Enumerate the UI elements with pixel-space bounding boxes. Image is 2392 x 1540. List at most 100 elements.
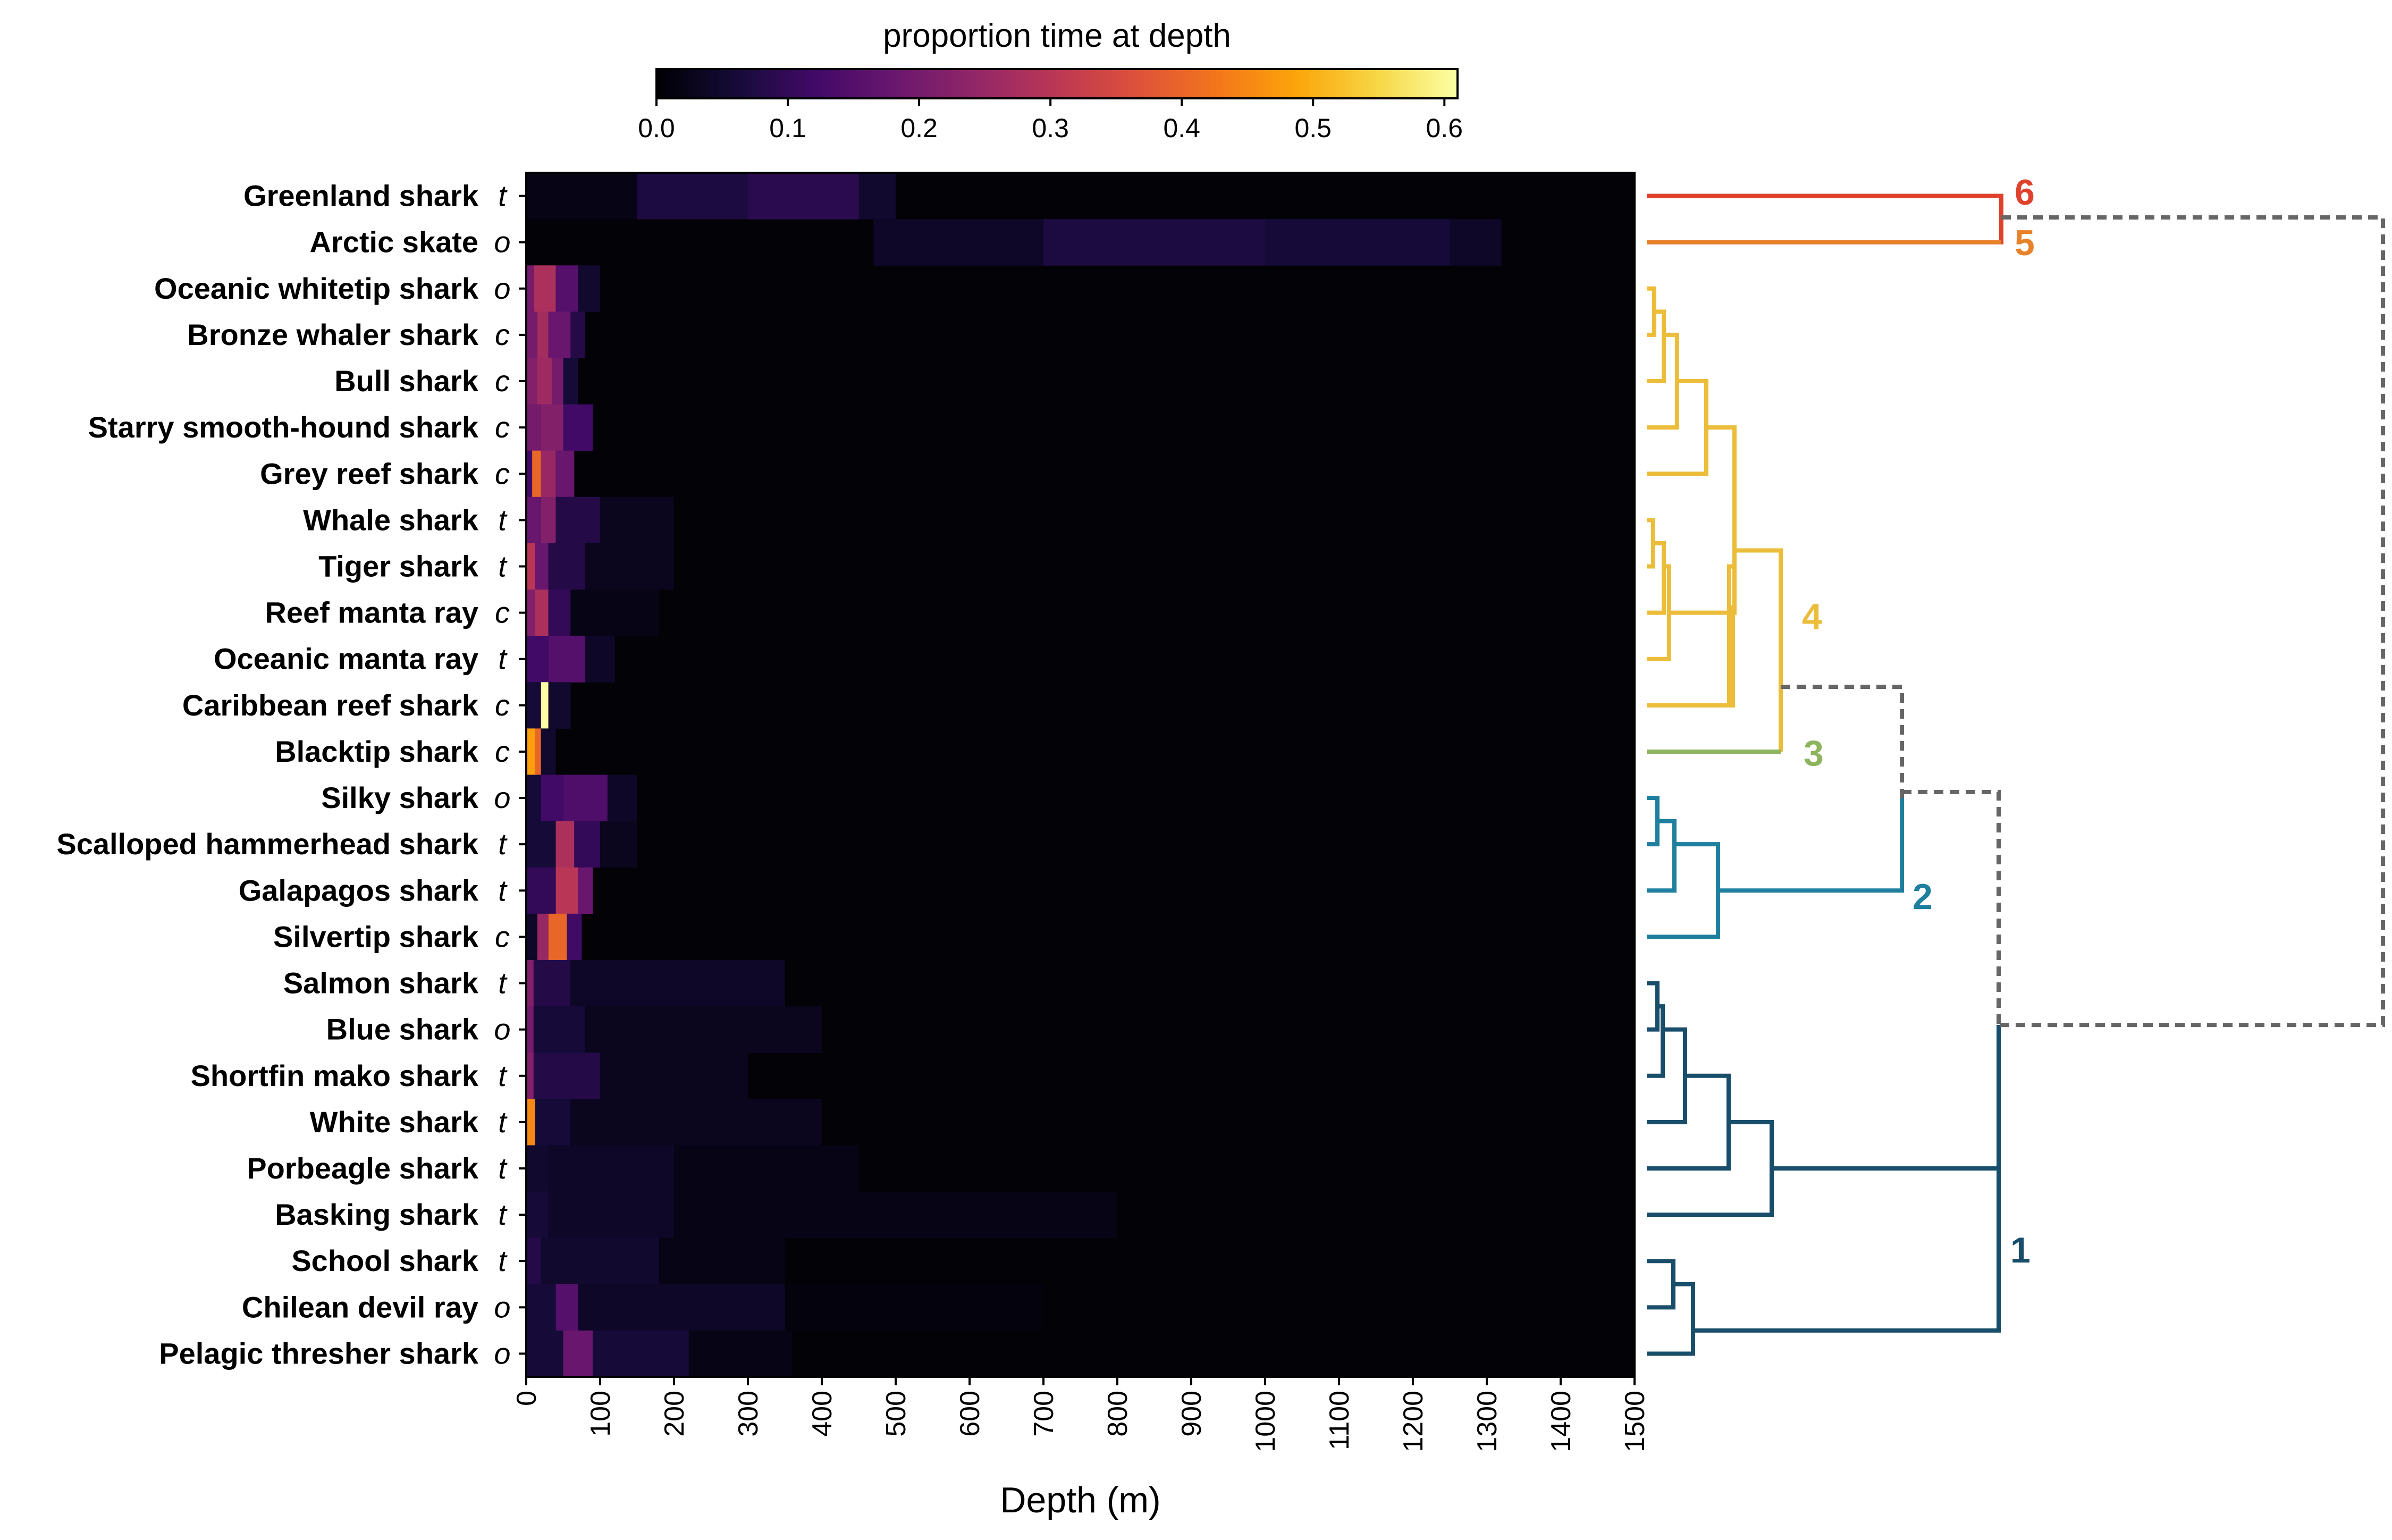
row-label-habitat: t <box>498 873 508 907</box>
heatmap-cell <box>563 358 578 405</box>
row-label-habitat: c <box>495 920 510 953</box>
x-tick-label: 500 <box>881 1391 912 1437</box>
row-labels: Greenland shark t Arctic skate o Oceanic whi… <box>56 179 526 1370</box>
x-tick-label: 1400 <box>1546 1391 1577 1452</box>
row-label-habitat: t <box>498 1151 508 1185</box>
heatmap-cell <box>567 913 582 961</box>
row-label-habitat: t <box>498 1105 508 1139</box>
colorbar-title: proportion time at depth <box>883 18 1231 54</box>
dendrogram-link <box>1669 425 1737 615</box>
row-label-habitat: o <box>494 225 510 259</box>
dendrogram-link <box>1999 215 2385 1027</box>
heatmap-cell <box>548 1191 674 1239</box>
heatmap-cell <box>526 1145 549 1192</box>
dendrogram <box>1647 193 2385 1356</box>
heatmap-cell <box>537 913 549 961</box>
heatmap-cell <box>533 265 556 312</box>
dendrogram-link <box>1647 1282 1695 1356</box>
row-label-species: Reef manta ray <box>265 596 478 629</box>
heatmap-cell <box>526 1238 541 1285</box>
heatmap-cell <box>637 173 748 220</box>
heatmap-cell <box>578 1284 785 1331</box>
row-label-habitat: t <box>498 642 508 676</box>
x-tick-label: 0 <box>511 1391 542 1406</box>
x-tick-label: 300 <box>733 1391 764 1437</box>
row-label-species: Silky shark <box>321 781 479 814</box>
dendrogram-link <box>1693 1166 2001 1333</box>
row-label-habitat: t <box>498 1244 508 1277</box>
heatmap-cell <box>1043 219 1265 266</box>
row-label-habitat: t <box>498 1198 508 1231</box>
heatmap-cell <box>526 1330 563 1377</box>
heatmap-cell <box>541 682 549 729</box>
heatmap-cell <box>548 590 571 636</box>
row-label-species: Grey reef shark <box>260 457 479 490</box>
heatmap-cell <box>555 867 578 914</box>
heatmap-cell <box>535 728 541 775</box>
heatmap-cell <box>533 1053 600 1099</box>
dendrogram-link <box>1647 796 1660 847</box>
row-label-species: Starry smooth-hound shark <box>88 410 479 444</box>
heatmap-cell <box>555 496 600 544</box>
dendrogram-link <box>1647 541 1666 615</box>
heatmap-cell <box>873 219 1043 266</box>
cluster-label: 6 <box>2015 172 2035 213</box>
dendrogram-link <box>1647 819 1677 893</box>
heatmap-cell <box>535 590 549 636</box>
x-tick-label: 100 <box>585 1391 616 1437</box>
x-tick-label: 700 <box>1029 1391 1059 1437</box>
heatmap-cell <box>555 821 575 868</box>
colorbar-tick-label: 0.3 <box>1032 113 1069 143</box>
row-label-species: Blue shark <box>326 1013 479 1046</box>
heatmap-cell <box>858 173 896 220</box>
x-tick-label: 1300 <box>1472 1391 1503 1452</box>
row-label-habitat: o <box>494 1013 510 1046</box>
dendrogram-link <box>1781 685 1904 798</box>
heatmap-cell <box>526 636 549 683</box>
heatmap-cell <box>548 913 567 961</box>
heatmap-cell <box>674 1191 1117 1239</box>
row-label-species: Shortfin mako shark <box>191 1059 479 1092</box>
heatmap-cell <box>563 775 608 822</box>
heatmap-cell <box>535 543 549 590</box>
row-label-habitat: c <box>495 364 510 398</box>
colorbar: proportion time at depth 0.0 0.1 0.2 0.3 0.4… <box>638 18 1463 143</box>
heatmap-cells <box>526 173 1502 1377</box>
heatmap-cell <box>526 1006 534 1053</box>
heatmap-cell <box>593 1330 689 1377</box>
colorbar-tick-label: 0.2 <box>900 113 938 143</box>
heatmap-cell <box>526 913 537 961</box>
row-label-species: Pelagic thresher shark <box>159 1336 479 1370</box>
heatmap-cell <box>600 496 674 544</box>
heatmap-cell <box>526 960 534 1007</box>
row-label-species: Bull shark <box>334 364 479 398</box>
heatmap-cell <box>526 358 537 405</box>
row-label-habitat: c <box>495 596 510 629</box>
dendrogram-link <box>1647 193 2003 245</box>
row-label-species: Basking shark <box>275 1198 479 1231</box>
row-label-species: Galapagos shark <box>239 873 479 907</box>
heatmap-cell <box>526 867 556 914</box>
heatmap-cell <box>526 821 556 868</box>
x-tick-label: 900 <box>1176 1391 1207 1437</box>
dendrogram-link <box>1902 790 2001 1025</box>
heatmap-cell <box>548 682 571 729</box>
dendrogram-link <box>1718 798 1904 893</box>
heatmap-cell <box>748 173 859 220</box>
dendrogram-link <box>1729 605 1735 708</box>
row-label-species: Whale shark <box>303 503 479 536</box>
row-label-habitat: t <box>498 503 508 536</box>
row-label-species: Chilean devil ray <box>242 1290 478 1324</box>
heatmap-cell <box>659 1238 785 1285</box>
row-label-habitat: t <box>498 966 508 1000</box>
dendrogram-link <box>1647 518 1655 569</box>
heatmap-cell <box>526 404 541 451</box>
heatmap-cell <box>563 404 593 451</box>
heatmap-cell <box>578 867 593 914</box>
heatmap-cell <box>1450 219 1502 266</box>
dendrogram-link <box>1647 309 1666 384</box>
row-label-habitat: c <box>495 318 510 351</box>
dendrogram-link <box>1647 1004 1665 1078</box>
colorbar-tick-label: 0.4 <box>1163 113 1200 143</box>
heatmap-cell <box>535 1099 571 1146</box>
